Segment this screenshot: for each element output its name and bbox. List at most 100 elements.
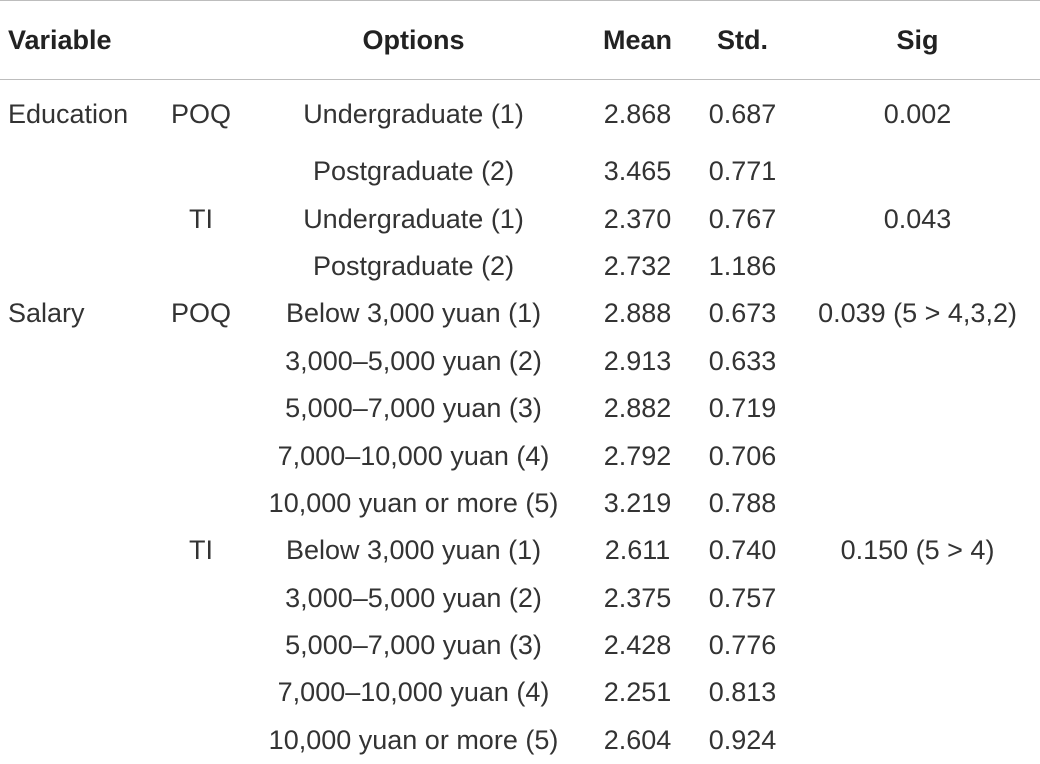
cell-group xyxy=(160,622,242,669)
cell-mean: 2.370 xyxy=(585,195,690,242)
cell-std: 0.673 xyxy=(690,290,795,337)
cell-option: 7,000–10,000 yuan (4) xyxy=(242,669,585,716)
cell-sig xyxy=(795,575,1040,622)
cell-sig xyxy=(795,338,1040,385)
cell-group xyxy=(160,432,242,479)
cell-sig xyxy=(795,480,1040,527)
cell-mean: 2.604 xyxy=(585,717,690,764)
cell-group xyxy=(160,480,242,527)
cell-mean: 2.611 xyxy=(585,527,690,574)
cell-sig xyxy=(795,385,1040,432)
cell-group: POQ xyxy=(160,290,242,337)
cell-variable: Salary xyxy=(0,290,160,337)
cell-option: Postgraduate (2) xyxy=(242,148,585,195)
cell-mean: 2.428 xyxy=(585,622,690,669)
cell-variable xyxy=(0,480,160,527)
cell-sig: 0.043 xyxy=(795,195,1040,242)
cell-std: 0.633 xyxy=(690,338,795,385)
cell-option: 10,000 yuan or more (5) xyxy=(242,480,585,527)
cell-mean: 2.375 xyxy=(585,575,690,622)
cell-sig xyxy=(795,148,1040,195)
cell-variable xyxy=(0,243,160,290)
cell-std: 0.706 xyxy=(690,432,795,479)
cell-mean: 2.251 xyxy=(585,669,690,716)
cell-mean: 2.792 xyxy=(585,432,690,479)
cell-sig xyxy=(795,717,1040,764)
cell-std: 0.767 xyxy=(690,195,795,242)
cell-variable xyxy=(0,432,160,479)
cell-sig: 0.150 (5 > 4) xyxy=(795,527,1040,574)
cell-option: 5,000–7,000 yuan (3) xyxy=(242,622,585,669)
cell-variable xyxy=(0,717,160,764)
cell-group xyxy=(160,669,242,716)
cell-variable xyxy=(0,385,160,432)
cell-sig: 0.039 (5 > 4,3,2) xyxy=(795,290,1040,337)
cell-group xyxy=(160,243,242,290)
cell-group xyxy=(160,385,242,432)
cell-std: 0.924 xyxy=(690,717,795,764)
cell-option: 3,000–5,000 yuan (2) xyxy=(242,338,585,385)
cell-option: Below 3,000 yuan (1) xyxy=(242,290,585,337)
cell-option: 3,000–5,000 yuan (2) xyxy=(242,575,585,622)
cell-sig xyxy=(795,669,1040,716)
cell-option: Postgraduate (2) xyxy=(242,243,585,290)
cell-option: Undergraduate (1) xyxy=(242,195,585,242)
cell-std: 0.788 xyxy=(690,480,795,527)
cell-variable xyxy=(0,622,160,669)
cell-mean: 3.465 xyxy=(585,148,690,195)
cell-mean: 3.219 xyxy=(585,480,690,527)
cell-mean: 2.888 xyxy=(585,290,690,337)
cell-variable xyxy=(0,669,160,716)
cell-sig: 0.002 xyxy=(795,80,1040,149)
header-std: Std. xyxy=(690,1,795,80)
cell-option: 10,000 yuan or more (5) xyxy=(242,717,585,764)
cell-mean: 2.868 xyxy=(585,80,690,149)
cell-variable xyxy=(0,575,160,622)
cell-std: 0.757 xyxy=(690,575,795,622)
cell-variable xyxy=(0,195,160,242)
header-variable: Variable xyxy=(0,1,242,80)
cell-mean: 2.732 xyxy=(585,243,690,290)
cell-variable xyxy=(0,527,160,574)
cell-mean: 2.882 xyxy=(585,385,690,432)
cell-sig xyxy=(795,243,1040,290)
cell-sig xyxy=(795,432,1040,479)
header-options: Options xyxy=(242,1,585,80)
cell-group: POQ xyxy=(160,80,242,149)
cell-variable: Education xyxy=(0,80,160,149)
cell-option: 7,000–10,000 yuan (4) xyxy=(242,432,585,479)
cell-std: 1.186 xyxy=(690,243,795,290)
cell-group xyxy=(160,148,242,195)
cell-variable xyxy=(0,148,160,195)
cell-sig xyxy=(795,622,1040,669)
cell-std: 0.776 xyxy=(690,622,795,669)
cell-std: 0.813 xyxy=(690,669,795,716)
cell-group: TI xyxy=(160,527,242,574)
header-row: Variable Options Mean Std. Sig xyxy=(0,1,1040,80)
cell-variable xyxy=(0,338,160,385)
cell-option: Undergraduate (1) xyxy=(242,80,585,149)
header-mean: Mean xyxy=(585,1,690,80)
cell-std: 0.687 xyxy=(690,80,795,149)
cell-std: 0.771 xyxy=(690,148,795,195)
cell-std: 0.740 xyxy=(690,527,795,574)
cell-std: 0.719 xyxy=(690,385,795,432)
cell-mean: 2.913 xyxy=(585,338,690,385)
cell-option: 5,000–7,000 yuan (3) xyxy=(242,385,585,432)
